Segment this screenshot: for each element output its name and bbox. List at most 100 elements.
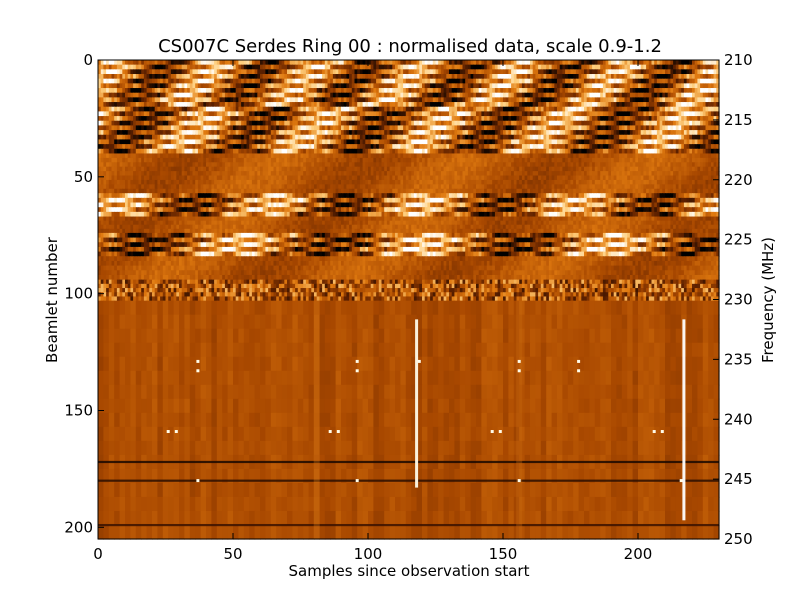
heatmap-cell: [589, 116, 593, 122]
heatmap-cell: [343, 60, 347, 66]
heatmap-cell: [319, 64, 323, 70]
heatmap-cell: [341, 64, 345, 70]
heatmap-cell: [586, 83, 590, 89]
heatmap-cell: [179, 130, 183, 136]
heatmap-cell: [516, 88, 520, 94]
heatmap-cell: [187, 78, 191, 84]
heatmap-cell: [270, 92, 275, 98]
heatmap-cell: [327, 97, 331, 103]
heatmap-cell: [98, 130, 102, 136]
heatmap-cell: [454, 111, 458, 117]
heatmap-cell: [157, 78, 161, 84]
heatmap-cell: [295, 69, 299, 75]
heatmap-cell: [260, 106, 264, 112]
heatmap-cell: [667, 64, 671, 70]
heatmap-cell: [554, 125, 558, 131]
heatmap-cell: [381, 78, 385, 84]
heatmap-cell: [389, 74, 393, 80]
heatmap-cell: [278, 78, 283, 84]
heatmap-cell: [413, 125, 418, 131]
heatmap-cell: [359, 64, 364, 70]
heatmap-cell: [581, 64, 585, 70]
heatmap-cell: [589, 111, 593, 117]
heatmap-cell: [557, 78, 561, 84]
heatmap-cell: [581, 78, 585, 84]
heatmap-cell: [146, 64, 150, 70]
heatmap-cell: [214, 74, 218, 80]
heatmap-cell: [133, 125, 137, 131]
heatmap-cell: [227, 102, 231, 108]
heatmap-cell: [438, 120, 442, 127]
heatmap-cell: [311, 74, 315, 80]
heatmap-cell: [397, 64, 401, 70]
heatmap-cell: [297, 116, 302, 122]
heatmap-cell: [384, 120, 388, 127]
heatmap-cell: [314, 64, 318, 70]
heatmap-cell: [503, 102, 507, 108]
heatmap-cell: [289, 120, 293, 127]
heatmap-cell: [357, 78, 361, 84]
heatmap-cell: [705, 69, 709, 75]
heatmap-cell: [548, 120, 553, 127]
heatmap-cell: [341, 102, 345, 108]
heatmap-cell: [708, 116, 712, 122]
heatmap-cell: [257, 88, 261, 94]
heatmap-cell: [251, 106, 256, 112]
heatmap-cell: [154, 116, 158, 122]
heatmap-cell: [389, 64, 393, 70]
heatmap-cell: [608, 102, 612, 108]
heatmap-cell: [705, 60, 709, 66]
heatmap-cell: [611, 125, 615, 131]
heatmap-cell: [116, 102, 121, 108]
heatmap-cell: [373, 64, 377, 70]
heatmap-cell: [297, 64, 302, 70]
heatmap-cell: [138, 78, 142, 84]
heatmap-cell: [103, 69, 107, 75]
heatmap-cell: [108, 83, 113, 89]
heatmap-cell: [300, 106, 304, 112]
heatmap-cell: [440, 102, 445, 108]
heatmap-cell: [535, 106, 539, 112]
heatmap-cell: [713, 92, 717, 98]
heatmap-cell: [395, 111, 399, 117]
heatmap-cell: [332, 106, 337, 112]
heatmap-cell: [368, 60, 372, 66]
heatmap-cell: [638, 88, 642, 94]
heatmap-cell: [311, 125, 315, 131]
heatmap-cell: [125, 130, 129, 136]
heatmap-cell: [211, 83, 215, 89]
heatmap-cell: [602, 78, 607, 84]
heatmap-cell: [289, 97, 293, 103]
heatmap-cell: [624, 120, 628, 127]
heatmap-cell: [224, 97, 229, 103]
heatmap-cell: [638, 83, 642, 89]
heatmap-cell: [160, 125, 164, 131]
heatmap-cell: [168, 125, 172, 131]
heatmap-cell: [260, 78, 264, 84]
heatmap-cell: [327, 64, 331, 70]
heatmap-cell: [492, 116, 496, 122]
heatmap-cell: [319, 69, 323, 75]
beamlet-band: [98, 106, 720, 155]
heatmap-cell: [554, 111, 558, 117]
heatmap-cell: [351, 111, 356, 117]
heatmap-cell: [146, 111, 150, 117]
heatmap-cell: [343, 120, 347, 127]
heatmap-cell: [694, 92, 698, 98]
heatmap-cell: [667, 92, 671, 98]
heatmap-cell: [449, 92, 453, 98]
heatmap-cell: [702, 74, 707, 80]
heatmap-cell: [392, 69, 396, 75]
heatmap-cell: [602, 116, 607, 122]
heatmap-cell: [548, 78, 553, 84]
heatmap-cell: [276, 88, 280, 94]
heatmap-cell: [551, 111, 555, 117]
heatmap-cell: [602, 74, 607, 80]
heatmap-cell: [613, 106, 617, 112]
heatmap-cell: [189, 64, 194, 70]
heatmap-cell: [168, 97, 172, 103]
heatmap-cell: [281, 78, 285, 84]
heatmap-cell: [295, 60, 299, 66]
heatmap-cell: [473, 69, 477, 75]
heatmap-cell: [413, 111, 418, 117]
